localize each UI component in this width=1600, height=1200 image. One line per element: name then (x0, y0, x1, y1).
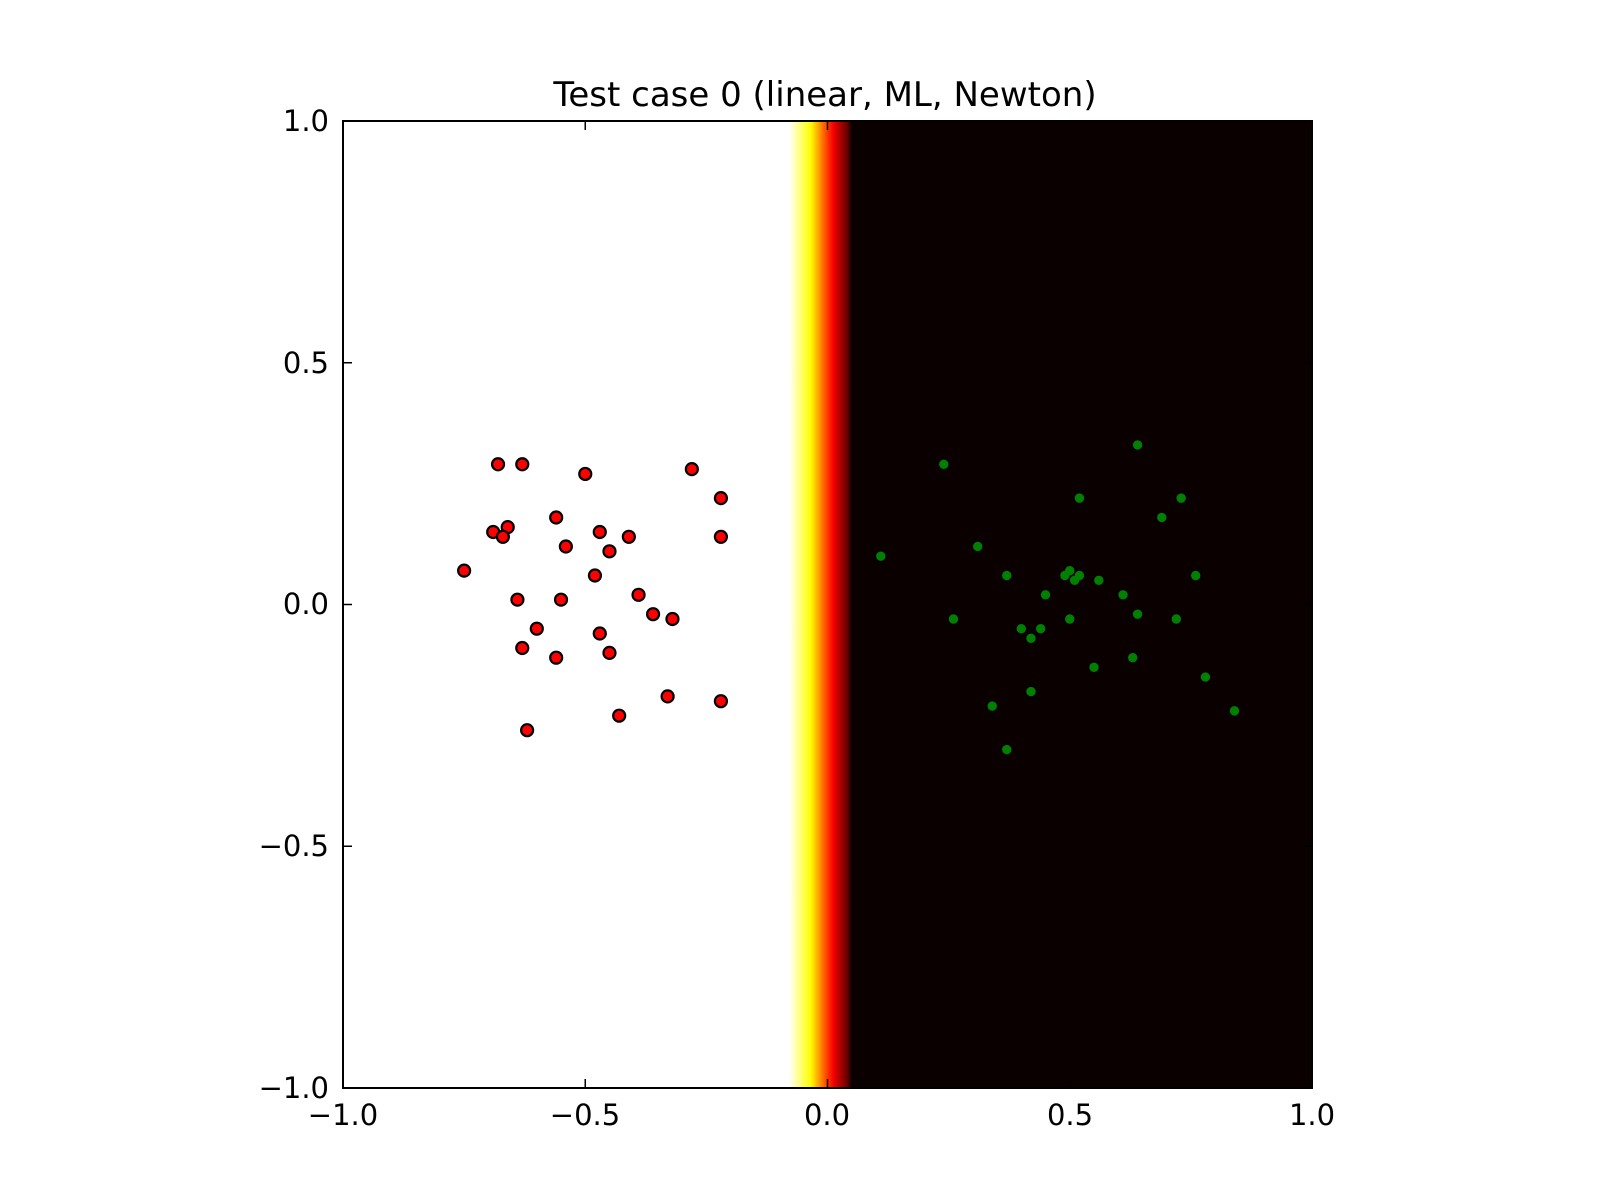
chart-title: Test case 0 (linear, ML, Newton) (552, 75, 1096, 115)
scatter-point (1171, 614, 1182, 624)
x-axis-tick-labels: −1.0 −0.5 0.0 0.5 1.0 (308, 1098, 1335, 1132)
scatter-point (1026, 633, 1036, 644)
x-tick-label: 0.0 (804, 1098, 850, 1132)
y-tick-label: −1.0 (259, 1071, 329, 1105)
scatter-point (1089, 662, 1099, 673)
scatter-point (1069, 575, 1080, 586)
scatter-point (1176, 493, 1186, 503)
scatter-point (549, 650, 564, 665)
scatter-point (592, 626, 607, 641)
scatter-point (457, 563, 472, 578)
scatter-point (578, 466, 593, 482)
scatter-point (602, 544, 617, 559)
x-tick-label: 0.5 (1047, 1098, 1093, 1132)
scatter-point (660, 689, 675, 704)
x-tick-label: 1.0 (1289, 1098, 1335, 1132)
scatter-point (631, 587, 646, 602)
scatter-point (592, 524, 607, 540)
scatter-point (684, 462, 699, 477)
scatter-point (1094, 575, 1104, 586)
scatter-point (529, 621, 544, 636)
scatter-point (587, 568, 603, 583)
scatter-point (665, 611, 680, 627)
scatter-point (510, 592, 525, 607)
scatter-point (1002, 744, 1012, 755)
scatter-point (549, 510, 564, 525)
y-tick-label: 1.0 (283, 104, 329, 138)
scatter-point (515, 457, 530, 472)
scatter-point (972, 541, 983, 552)
y-tick-label: 0.0 (283, 587, 329, 621)
scatter-point (645, 607, 661, 622)
scatter-point (1118, 590, 1128, 600)
scatter-point (713, 491, 729, 506)
x-tick-label: −1.0 (308, 1098, 378, 1132)
scatter-point (621, 529, 636, 544)
scatter-point (612, 708, 627, 723)
scatter-point (1065, 614, 1075, 624)
scatter-points (457, 440, 1240, 755)
scatter-point (948, 614, 959, 624)
scatter-point (713, 529, 729, 544)
scatter-point (1132, 440, 1143, 450)
scatter-point (1229, 706, 1240, 716)
scatter-point (1191, 570, 1201, 581)
scatter-point (1026, 686, 1036, 697)
scatter-point (1200, 672, 1211, 682)
scatter-point (520, 723, 535, 738)
scatter-point (490, 457, 506, 472)
scatter-point (987, 701, 997, 711)
scatter-point (1016, 623, 1026, 634)
scatter-point (1157, 512, 1167, 523)
scatter-point (876, 551, 886, 561)
scatter-point (495, 529, 510, 544)
scatter-point (602, 645, 617, 660)
scatter-point (713, 694, 729, 709)
y-axis-tick-labels: 1.0 0.5 0.0 −0.5 −1.0 (259, 104, 329, 1105)
axis-ticks (342, 120, 1313, 1089)
scatter-point (1128, 652, 1138, 663)
y-tick-label: 0.5 (283, 346, 329, 380)
scatter-point (558, 539, 573, 554)
scatter-point (1035, 623, 1046, 634)
scatter-point (553, 592, 569, 607)
scatter-point (1074, 493, 1085, 503)
x-tick-label: −0.5 (550, 1098, 620, 1132)
scatter-point (939, 459, 949, 469)
scatter-point (515, 640, 530, 656)
scatter-point (1002, 570, 1012, 581)
scatter-point (1132, 609, 1143, 619)
heatmap-background (343, 121, 1312, 1088)
scatter-point (1065, 565, 1075, 576)
scatter-point (1040, 590, 1051, 600)
y-tick-label: −0.5 (259, 829, 329, 863)
